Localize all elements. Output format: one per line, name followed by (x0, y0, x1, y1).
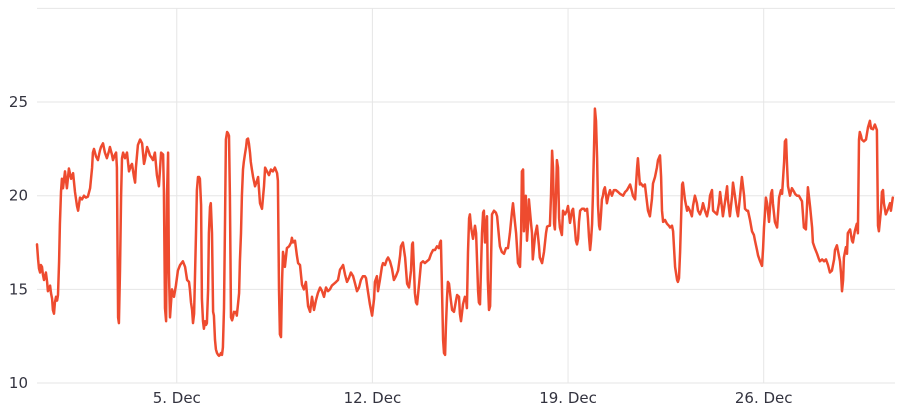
y-axis-label: 20 (9, 187, 28, 205)
plot-area[interactable] (35, 107, 895, 358)
series-line (35, 107, 895, 358)
x-axis-label: 26. Dec (735, 389, 793, 407)
y-axis-labels: 25 20 15 10 (9, 93, 28, 392)
x-axis-label: 5. Dec (153, 389, 201, 407)
gridlines (37, 7, 895, 384)
x-axis-labels: 5. Dec 12. Dec 19. Dec 26. Dec (153, 389, 793, 407)
x-axis-label: 19. Dec (539, 389, 597, 407)
x-axis-label: 12. Dec (344, 389, 402, 407)
y-axis-label: 10 (9, 374, 28, 392)
y-axis-label: 15 (9, 280, 28, 298)
y-axis-label: 25 (9, 93, 28, 111)
